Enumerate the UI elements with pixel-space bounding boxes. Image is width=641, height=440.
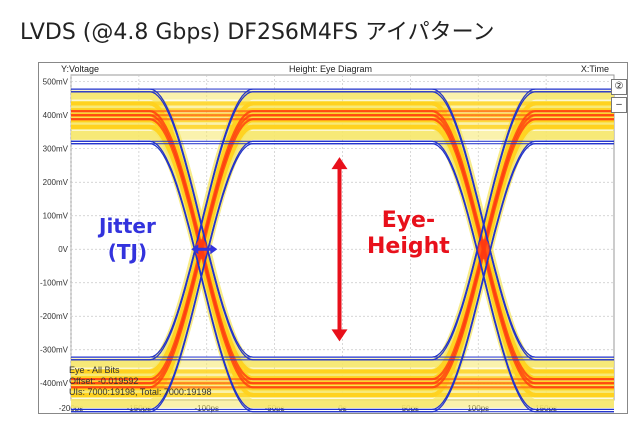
y-tick-label: 400mV [43, 111, 69, 120]
waveform-trace [71, 114, 614, 385]
eye-height-label-line-1: Eye- [381, 208, 436, 233]
channel-button[interactable]: ② [611, 79, 627, 95]
eye-height-arrowhead-top [331, 157, 348, 170]
waveform-trace [71, 91, 614, 361]
x-tick-label: -50ps [265, 404, 285, 413]
eye-height-label: Eye- Height [367, 208, 450, 260]
plot-header: Height: Eye Diagram [289, 64, 373, 74]
waveform-trace [71, 110, 614, 381]
y-tick-label: 200mV [43, 178, 69, 187]
waveform-trace [71, 143, 614, 413]
waveform-trace [71, 91, 614, 361]
x-tick-label: 0s [338, 404, 346, 413]
waveform-trace [71, 140, 614, 410]
eye-height-arrowhead-bottom [331, 329, 348, 342]
info-line-3: UIs: 7000:19198, Total: 7000:19198 [69, 387, 212, 397]
minimize-button[interactable]: – [611, 97, 627, 113]
x-tick-label: 100ps [467, 404, 489, 413]
x-tick-label: -150ps [127, 404, 151, 413]
waveform-trace [71, 110, 614, 381]
x-axis-header: X:Time [580, 64, 609, 74]
waveform-trace [69, 90, 616, 368]
waveform-trace [71, 101, 614, 374]
waveform-trace [71, 114, 614, 385]
x-tick-label: -200ps [59, 404, 83, 413]
crossing-point [477, 239, 490, 260]
jitter-arrowhead-left [191, 244, 199, 255]
y-tick-label: 0V [58, 245, 68, 254]
oscilloscope-panel: Y:Voltage Height: Eye Diagram X:Time 500… [38, 62, 628, 414]
waveform-trace [71, 143, 614, 413]
jitter-label-line-1: Jitter [99, 214, 156, 238]
eye-diagram-plot: 500mV 400mV 300mV 200mV 100mV 0V -100mV -200mV -… [40, 74, 616, 413]
y-tick-label: 500mV [43, 78, 69, 87]
waveform-trace [71, 88, 614, 358]
y-tick-label: -100mV [40, 279, 69, 288]
jitter-label: Jitter (TJ) [99, 213, 156, 265]
y-tick-label: 100mV [43, 212, 69, 221]
y-axis-header: Y:Voltage [61, 64, 100, 74]
y-tick-label: -300mV [40, 346, 69, 355]
jitter-label-line-2: (TJ) [107, 240, 148, 264]
info-line-1: Eye - All Bits [69, 365, 120, 375]
jitter-arrowhead-right [210, 244, 218, 255]
x-tick-label: 50ps [402, 404, 419, 413]
waveform-trace [71, 88, 614, 358]
waveform-trace [71, 140, 614, 410]
info-line-2: Offset: -0.019592 [69, 376, 139, 386]
y-tick-label: -400mV [40, 379, 69, 388]
x-tick-label: -100ps [195, 404, 219, 413]
waveform-trace [71, 124, 614, 397]
waveform-trace [71, 118, 614, 389]
eye-height-label-line-2: Height [367, 234, 450, 259]
x-tick-label: 150ps [535, 404, 557, 413]
chart-title: LVDS (@4.8 Gbps) DF2S6M4FS アイパターン [20, 20, 495, 45]
waveform-trace [71, 118, 614, 389]
y-tick-label: -200mV [40, 312, 69, 321]
y-tick-label: 300mV [43, 145, 69, 154]
